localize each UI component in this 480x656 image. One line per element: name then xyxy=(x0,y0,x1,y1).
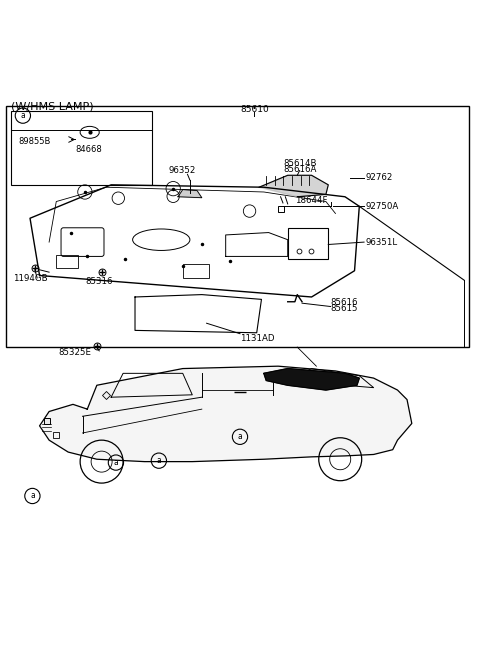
Text: 85615: 85615 xyxy=(331,304,358,314)
Text: 89855B: 89855B xyxy=(18,137,50,146)
Bar xyxy=(56,255,78,268)
Text: 85616: 85616 xyxy=(331,298,358,307)
Text: (W/HMS LAMP): (W/HMS LAMP) xyxy=(11,101,94,111)
Polygon shape xyxy=(178,190,202,197)
Text: 85316: 85316 xyxy=(85,277,112,286)
Text: 92762: 92762 xyxy=(365,173,393,182)
Bar xyxy=(183,264,209,278)
Text: 84668: 84668 xyxy=(75,144,102,154)
Text: 1194GB: 1194GB xyxy=(13,274,48,283)
Text: 85610: 85610 xyxy=(240,105,269,114)
Polygon shape xyxy=(259,175,328,197)
Text: 96352: 96352 xyxy=(168,166,196,175)
Text: a: a xyxy=(114,458,118,467)
Text: a: a xyxy=(21,111,25,120)
Text: 85325E: 85325E xyxy=(59,348,92,358)
Text: 85616A: 85616A xyxy=(283,165,316,174)
Bar xyxy=(288,228,328,259)
Text: 1131AD: 1131AD xyxy=(240,334,275,343)
Text: a: a xyxy=(30,491,35,501)
Text: 92750A: 92750A xyxy=(365,202,398,211)
Polygon shape xyxy=(39,366,412,462)
Bar xyxy=(6,106,469,347)
Text: 85614B: 85614B xyxy=(283,159,316,168)
Polygon shape xyxy=(264,369,360,390)
Text: 18644F: 18644F xyxy=(295,195,327,205)
Text: a: a xyxy=(156,456,161,465)
Text: 96351L: 96351L xyxy=(365,237,397,247)
Text: a: a xyxy=(238,432,242,441)
Bar xyxy=(11,111,152,185)
